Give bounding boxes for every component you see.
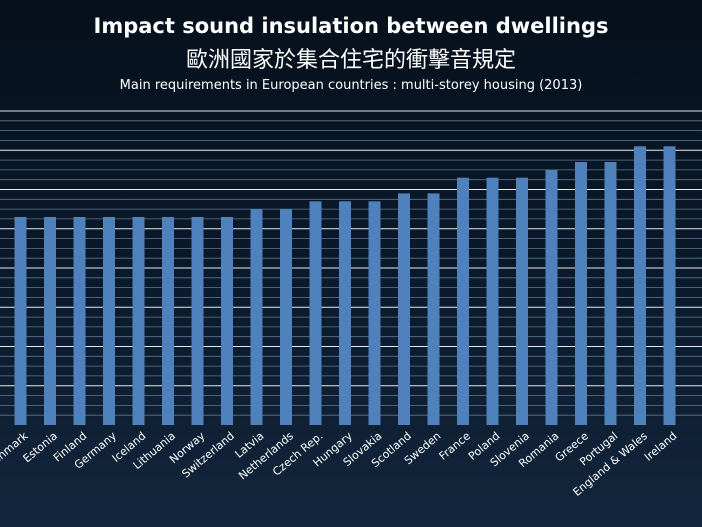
bar-latvia (250, 209, 263, 425)
bar-lithuania (162, 217, 174, 425)
bar-iceland (132, 217, 145, 425)
bar-hungary (339, 201, 351, 425)
category-labels: riaDenmarkEstoniaFinlandGermanyIcelandLi… (0, 429, 679, 499)
category-label: France (437, 429, 474, 463)
bar-czech-rep- (309, 201, 322, 425)
bar-estonia (44, 217, 56, 425)
bar-slovenia (516, 177, 528, 425)
bar-scotland (398, 193, 410, 425)
bar-slovakia (368, 201, 381, 425)
category-label: ria (0, 429, 1, 448)
bar-romania (545, 169, 558, 425)
bar-ireland (663, 146, 676, 426)
bar-england-wales (634, 146, 646, 426)
bar-netherlands (280, 209, 292, 425)
category-label: Ireland (642, 429, 680, 463)
bar-portugal (604, 162, 617, 425)
chart-title: Impact sound insulation between dwelling… (93, 14, 609, 38)
chart-title-chinese: 歐洲國家於集合住宅的衝擊音規定 (185, 48, 516, 73)
bar-norway (191, 217, 204, 425)
bar-switzerland (221, 217, 233, 425)
bar-sweden (427, 193, 440, 425)
bar-greece (575, 162, 587, 425)
chart-subtitle: Main requirements in European countries … (119, 78, 583, 93)
bar-denmark (14, 217, 27, 425)
bar-finland (73, 217, 86, 425)
bar-germany (103, 217, 115, 425)
bars (14, 146, 676, 426)
bar-france (457, 177, 469, 425)
bar-poland (486, 177, 499, 425)
